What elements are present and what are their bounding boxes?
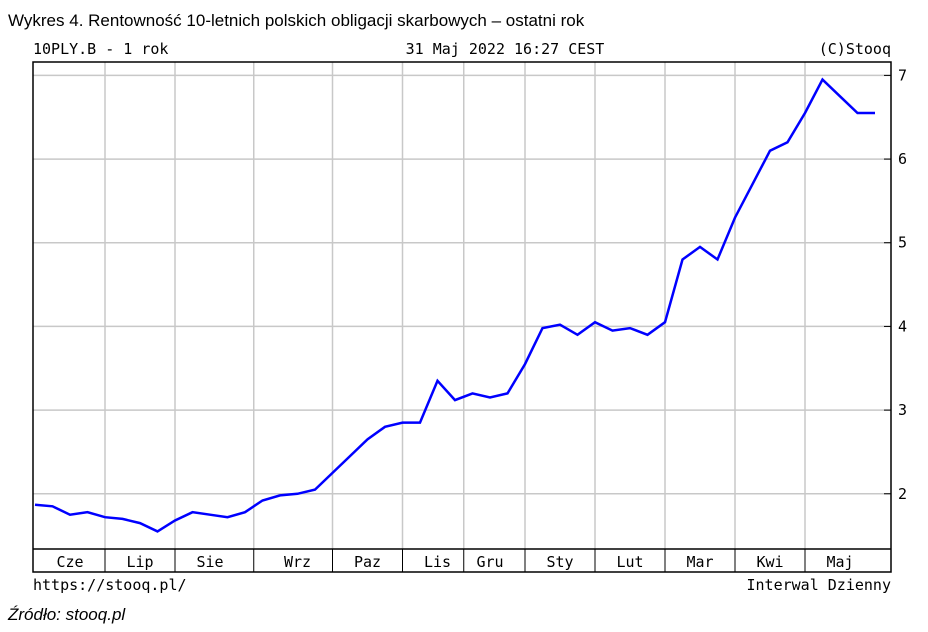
x-tick-label: Sty xyxy=(546,553,573,571)
url: https://stooq.pl/ xyxy=(33,576,187,594)
y-tick-label: 7 xyxy=(898,66,907,84)
x-tick-label: Kwi xyxy=(756,553,783,571)
source: Źródło: stooq.pl xyxy=(7,605,126,624)
y-tick-label: 6 xyxy=(898,150,907,168)
x-tick-label: Mar xyxy=(686,553,713,571)
plot-frame xyxy=(32,61,892,573)
x-tick-label: Maj xyxy=(826,553,853,571)
date-label: 31 Maj 2022 16:27 CEST xyxy=(406,40,605,58)
grid xyxy=(33,62,891,549)
interval-label: Interwal Dzienny xyxy=(747,576,892,594)
symbol-label: 10PLY.B - 1 rok xyxy=(33,40,168,58)
copyright: (C)Stooq xyxy=(819,40,891,58)
x-tick-label: Sie xyxy=(196,553,223,571)
price-line xyxy=(34,77,875,533)
x-tick-label: Lut xyxy=(616,553,643,571)
x-tick-label: Wrz xyxy=(284,553,311,571)
x-tick-label: Gru xyxy=(476,553,503,571)
x-tick-label: Lis xyxy=(424,553,451,571)
y-tick-label: 5 xyxy=(898,234,907,252)
x-tick-label: Paz xyxy=(354,553,381,571)
x-tick-label: Cze xyxy=(56,553,83,571)
y-tick-label: 4 xyxy=(898,317,907,335)
chart-title: Wykres 4. Rentowność 10-letnich polskich… xyxy=(8,11,585,30)
y-tick-label: 3 xyxy=(898,401,907,419)
x-tick-label: Lip xyxy=(126,553,153,571)
y-tick-label: 2 xyxy=(898,485,907,503)
